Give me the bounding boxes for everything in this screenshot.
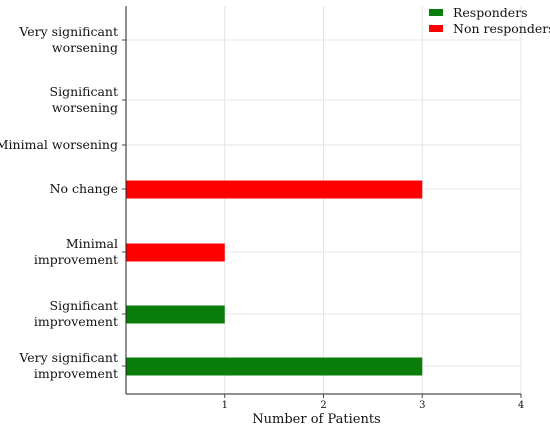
- category-label-line: Very significant: [18, 350, 118, 365]
- x-tick-label-1: 2: [320, 400, 326, 411]
- x-tick-label-3: 4: [518, 400, 524, 411]
- bars: [126, 180, 423, 376]
- x-tick-label-0: 1: [222, 400, 228, 411]
- bar-responders-6: [126, 357, 423, 376]
- category-label-line: Minimal worsening: [0, 137, 118, 152]
- category-label-0: Very significant worsening: [18, 24, 118, 55]
- category-label-3: No change: [50, 181, 118, 196]
- category-label-6: Very significant improvement: [18, 350, 118, 381]
- category-label-line: worsening: [52, 100, 118, 115]
- legend-label-1: Non responders: [453, 21, 550, 36]
- bar-responders-5: [126, 305, 225, 324]
- category-label-5: Significant improvement: [34, 298, 118, 329]
- bar-non-responders-3: [126, 180, 423, 199]
- category-label-4: Minimal improvement: [34, 236, 118, 267]
- legend-swatch-1: [429, 25, 443, 32]
- category-label-line: improvement: [34, 314, 118, 329]
- category-label-line: Very significant: [18, 24, 118, 39]
- x-axis-title: Number of Patients: [252, 412, 380, 427]
- category-label-2: Minimal worsening: [0, 137, 118, 152]
- category-label-line: Significant: [50, 84, 118, 99]
- category-label-line: worsening: [52, 40, 118, 55]
- category-label-line: Significant: [50, 298, 118, 313]
- x-tick-label-2: 3: [419, 400, 425, 411]
- category-label-line: improvement: [34, 252, 118, 267]
- category-label-line: improvement: [34, 366, 118, 381]
- bar-non-responders-4: [126, 243, 225, 262]
- legend-swatch-0: [429, 9, 443, 16]
- x-ticks: 1 2 3 4: [222, 394, 524, 411]
- category-label-line: Minimal: [66, 236, 118, 251]
- category-label-1: Significant worsening: [50, 84, 118, 115]
- category-label-line: No change: [50, 181, 118, 196]
- legend-label-0: Responders: [453, 5, 528, 20]
